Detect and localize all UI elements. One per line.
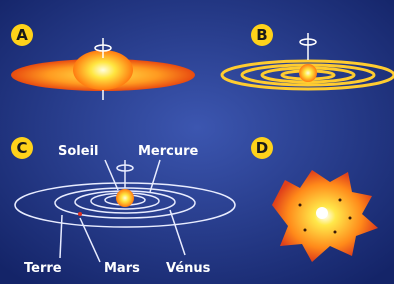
panel-letter: B — [256, 26, 267, 44]
label-sun: Soleil — [58, 144, 98, 159]
label-earth: Terre — [24, 261, 62, 276]
label-mercury: Mercure — [138, 144, 199, 159]
panel-letter: D — [256, 139, 268, 157]
panel-letter: C — [16, 139, 27, 157]
label-mars: Mars — [104, 261, 140, 276]
label-venus: Vénus — [166, 261, 211, 276]
panel-letter: A — [16, 26, 28, 44]
illustration: A B C D Soleil Mercure Terre Mars Vénus — [0, 0, 394, 284]
